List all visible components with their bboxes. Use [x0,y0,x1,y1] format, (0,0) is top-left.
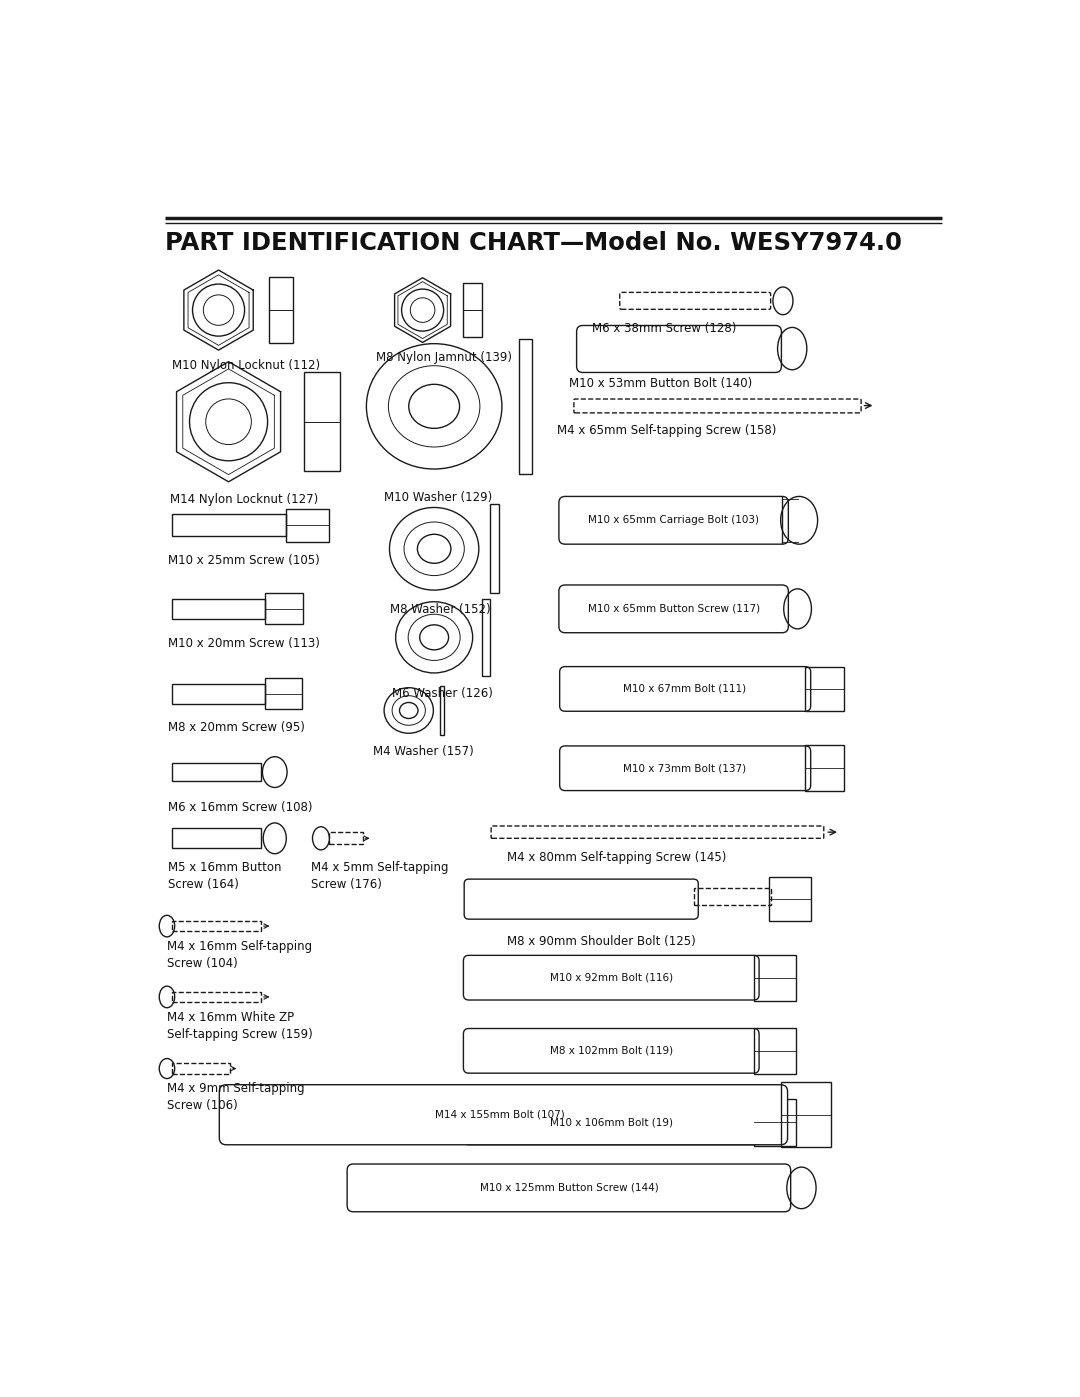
Bar [265,678,301,708]
Text: M5 x 16mm Button
Screw (164): M5 x 16mm Button Screw (164) [168,861,282,891]
Bar [754,954,796,1000]
Text: M4 x 9mm Self-tapping
Screw (106): M4 x 9mm Self-tapping Screw (106) [167,1083,305,1112]
FancyBboxPatch shape [463,956,759,1000]
Bar [440,686,445,735]
Bar [518,338,532,474]
Text: M8 Nylon Jamnut (139): M8 Nylon Jamnut (139) [377,351,512,363]
Bar [781,1083,831,1147]
FancyBboxPatch shape [463,1028,759,1073]
FancyBboxPatch shape [558,585,788,633]
Bar [754,1028,796,1074]
Text: M10 x 106mm Bolt (19): M10 x 106mm Bolt (19) [550,1118,673,1127]
Bar [173,763,261,781]
Text: M8 x 20mm Screw (95): M8 x 20mm Screw (95) [168,721,306,733]
Text: M6 x 38mm Screw (128): M6 x 38mm Screw (128) [592,321,737,335]
Bar [173,921,261,932]
Text: M4 x 5mm Self-tapping
Screw (176): M4 x 5mm Self-tapping Screw (176) [311,861,448,891]
FancyBboxPatch shape [347,1164,791,1211]
Bar [328,833,363,844]
Text: M4 Washer (157): M4 Washer (157) [373,745,473,759]
Bar [173,828,261,848]
Text: M8 x 102mm Bolt (119): M8 x 102mm Bolt (119) [550,1046,673,1056]
Bar [303,372,340,471]
Bar [806,666,843,711]
Bar [806,745,843,791]
Text: M10 x 92mm Bolt (116): M10 x 92mm Bolt (116) [550,972,673,982]
Bar [173,599,265,619]
Text: PART IDENTIFICATION CHART—Model No. WESY7974.0: PART IDENTIFICATION CHART—Model No. WESY… [164,231,902,254]
Bar [173,683,265,704]
Text: M10 Washer (129): M10 Washer (129) [384,490,492,504]
Text: M4 x 65mm Self-tapping Screw (158): M4 x 65mm Self-tapping Screw (158) [557,425,777,437]
Bar [754,1099,796,1146]
Bar [173,992,261,1002]
Text: M10 x 25mm Screw (105): M10 x 25mm Screw (105) [168,555,321,567]
Text: M4 x 80mm Self-tapping Screw (145): M4 x 80mm Self-tapping Screw (145) [508,851,727,865]
Text: M10 Nylon Locknut (112): M10 Nylon Locknut (112) [172,359,320,372]
Text: M8 Washer (152): M8 Washer (152) [390,604,491,616]
Text: M14 Nylon Locknut (127): M14 Nylon Locknut (127) [170,493,319,506]
Text: M10 x 73mm Bolt (137): M10 x 73mm Bolt (137) [623,763,746,774]
Bar [769,877,811,922]
Text: M6 x 16mm Screw (108): M6 x 16mm Screw (108) [168,800,313,813]
Bar [269,277,293,344]
Bar [265,594,303,624]
Bar [463,284,483,337]
FancyBboxPatch shape [559,746,811,791]
Bar [483,599,490,676]
FancyBboxPatch shape [558,496,788,545]
FancyBboxPatch shape [559,666,811,711]
Text: M10 x 67mm Bolt (111): M10 x 67mm Bolt (111) [623,685,746,694]
Text: M10 x 20mm Screw (113): M10 x 20mm Screw (113) [168,637,321,651]
Text: M10 x 53mm Button Bolt (140): M10 x 53mm Button Bolt (140) [569,377,752,390]
FancyBboxPatch shape [463,1099,759,1144]
Bar [286,509,328,542]
FancyBboxPatch shape [577,326,782,373]
Text: M10 x 65mm Carriage Bolt (103): M10 x 65mm Carriage Bolt (103) [589,515,759,525]
Text: M10 x 65mm Button Screw (117): M10 x 65mm Button Screw (117) [588,604,759,613]
Bar [173,514,286,535]
Bar [173,1063,230,1074]
Text: M14 x 155mm Bolt (107): M14 x 155mm Bolt (107) [435,1109,565,1120]
Text: M6 Washer (126): M6 Washer (126) [392,687,492,700]
Bar [693,888,771,905]
Text: M4 x 16mm Self-tapping
Screw (104): M4 x 16mm Self-tapping Screw (104) [167,940,312,970]
Bar [490,504,499,594]
Text: M8 x 90mm Shoulder Bolt (125): M8 x 90mm Shoulder Bolt (125) [508,935,696,947]
Text: M4 x 16mm White ZP
Self-tapping Screw (159): M4 x 16mm White ZP Self-tapping Screw (1… [167,1011,313,1041]
Text: M10 x 125mm Button Screw (144): M10 x 125mm Button Screw (144) [480,1183,659,1193]
FancyBboxPatch shape [219,1084,787,1144]
